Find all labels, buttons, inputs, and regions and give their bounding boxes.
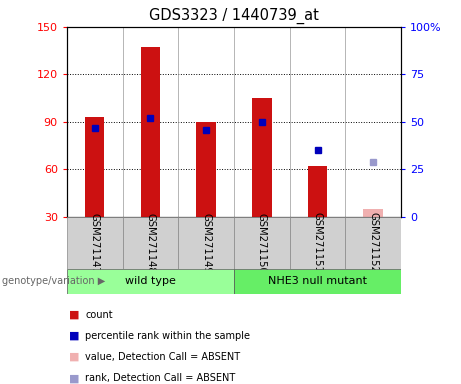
Text: GSM271148: GSM271148 — [145, 213, 155, 273]
Bar — [308, 166, 327, 217]
Text: NHE3 null mutant: NHE3 null mutant — [268, 276, 367, 286]
Bar — [196, 122, 216, 217]
Text: GSM271151: GSM271151 — [313, 212, 323, 273]
Bar — [85, 117, 105, 217]
Title: GDS3323 / 1440739_at: GDS3323 / 1440739_at — [149, 8, 319, 24]
Text: GSM271149: GSM271149 — [201, 212, 211, 273]
Text: rank, Detection Call = ABSENT: rank, Detection Call = ABSENT — [85, 373, 236, 383]
Bar — [234, 269, 401, 294]
Text: wild type: wild type — [125, 276, 176, 286]
Text: ■: ■ — [69, 373, 80, 383]
Text: count: count — [85, 310, 113, 320]
Bar — [123, 217, 178, 269]
Bar — [234, 217, 290, 269]
Bar — [363, 209, 383, 217]
Text: genotype/variation ▶: genotype/variation ▶ — [2, 276, 106, 286]
Bar — [252, 98, 272, 217]
Text: ■: ■ — [69, 310, 80, 320]
Text: GSM271150: GSM271150 — [257, 212, 267, 273]
Bar — [345, 217, 401, 269]
Bar — [67, 269, 234, 294]
Bar — [290, 217, 345, 269]
Bar — [141, 48, 160, 217]
Bar — [67, 217, 123, 269]
Text: ■: ■ — [69, 352, 80, 362]
Text: value, Detection Call = ABSENT: value, Detection Call = ABSENT — [85, 352, 240, 362]
Text: GSM271152: GSM271152 — [368, 212, 378, 273]
Text: percentile rank within the sample: percentile rank within the sample — [85, 331, 250, 341]
Text: GSM271147: GSM271147 — [90, 212, 100, 273]
Text: ■: ■ — [69, 331, 80, 341]
Bar — [178, 217, 234, 269]
